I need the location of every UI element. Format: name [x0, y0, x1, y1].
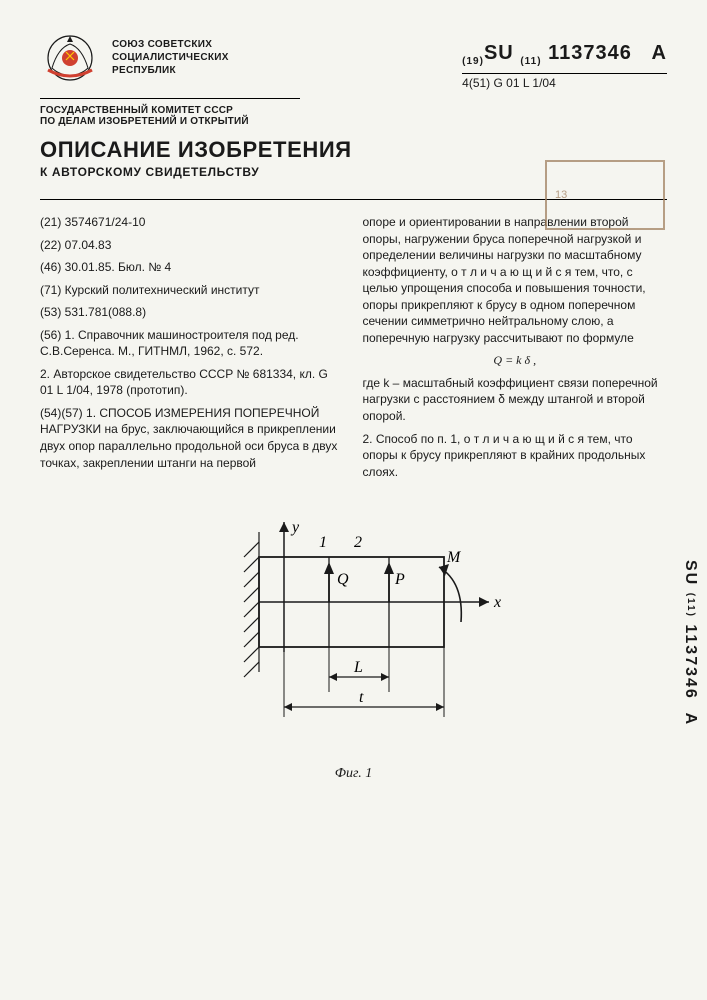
abstract-p2: 2. Способ по п. 1, о т л и ч а ю щ и й с… — [363, 431, 668, 481]
doc-number: (19)SU (11) 1137346 A — [462, 42, 667, 67]
figure-svg: y x 1 2 Q P M L t — [189, 502, 519, 782]
field-54: (54)(57) 1. СПОСОБ ИЗМЕРЕНИЯ ПОПЕРЕЧНОЙ … — [40, 405, 345, 471]
doc-number-block: (19)SU (11) 1137346 A 4(51) G 01 L 1/04 — [462, 30, 667, 90]
classification: 4(51) G 01 L 1/04 — [462, 73, 667, 90]
committee: ГОСУДАРСТВЕННЫЙ КОМИТЕТ СССР ПО ДЕЛАМ ИЗ… — [40, 98, 300, 127]
field-46: (46) 30.01.85. Бюл. № 4 — [40, 259, 345, 276]
formula-where: где k – масштабный коэффициент связи поп… — [363, 375, 668, 425]
abstract-p1: опоре и ориентировании в направлении вто… — [363, 214, 668, 346]
field-56a: (56) 1. Справочник машиностроителя под р… — [40, 327, 345, 360]
side-doc-number: SU (11) 1137346 A — [681, 560, 699, 726]
svg-text:2: 2 — [354, 534, 362, 551]
header: СОЮЗ СОВЕТСКИХ СОЦИАЛИСТИЧЕСКИХ РЕСПУБЛИ… — [40, 30, 667, 90]
field-21: (21) 3574671/24-10 — [40, 214, 345, 231]
body-columns: (21) 3574671/24-10 (22) 07.04.83 (46) 30… — [40, 214, 667, 486]
svg-text:y: y — [290, 519, 300, 536]
svg-text:M: M — [446, 549, 462, 566]
left-column: (21) 3574671/24-10 (22) 07.04.83 (46) 30… — [40, 214, 345, 486]
field-56b: 2. Авторское свидетельство СССР № 681334… — [40, 366, 345, 399]
state-emblem — [40, 30, 100, 90]
formula: Q = k δ , — [363, 352, 668, 369]
union-line3: РЕСПУБЛИК — [112, 64, 229, 77]
svg-text:P: P — [394, 571, 405, 588]
library-stamp: 13 — [545, 160, 665, 230]
svg-text:Q: Q — [337, 571, 349, 588]
figure-caption: Фиг. 1 — [335, 766, 373, 782]
union-text: СОЮЗ СОВЕТСКИХ СОЦИАЛИСТИЧЕСКИХ РЕСПУБЛИ… — [112, 30, 229, 77]
union-line2: СОЦИАЛИСТИЧЕСКИХ — [112, 51, 229, 64]
field-71: (71) Курский политехнический институт — [40, 282, 345, 299]
right-column: опоре и ориентировании в направлении вто… — [363, 214, 668, 486]
field-22: (22) 07.04.83 — [40, 237, 345, 254]
svg-text:x: x — [493, 594, 501, 611]
svg-text:1: 1 — [319, 534, 327, 551]
union-line1: СОЮЗ СОВЕТСКИХ — [112, 38, 229, 51]
svg-text:t: t — [359, 689, 364, 706]
svg-text:L: L — [353, 659, 363, 676]
figure: y x 1 2 Q P M L t Фиг. 1 — [40, 502, 667, 802]
field-53: (53) 531.781(088.8) — [40, 304, 345, 321]
